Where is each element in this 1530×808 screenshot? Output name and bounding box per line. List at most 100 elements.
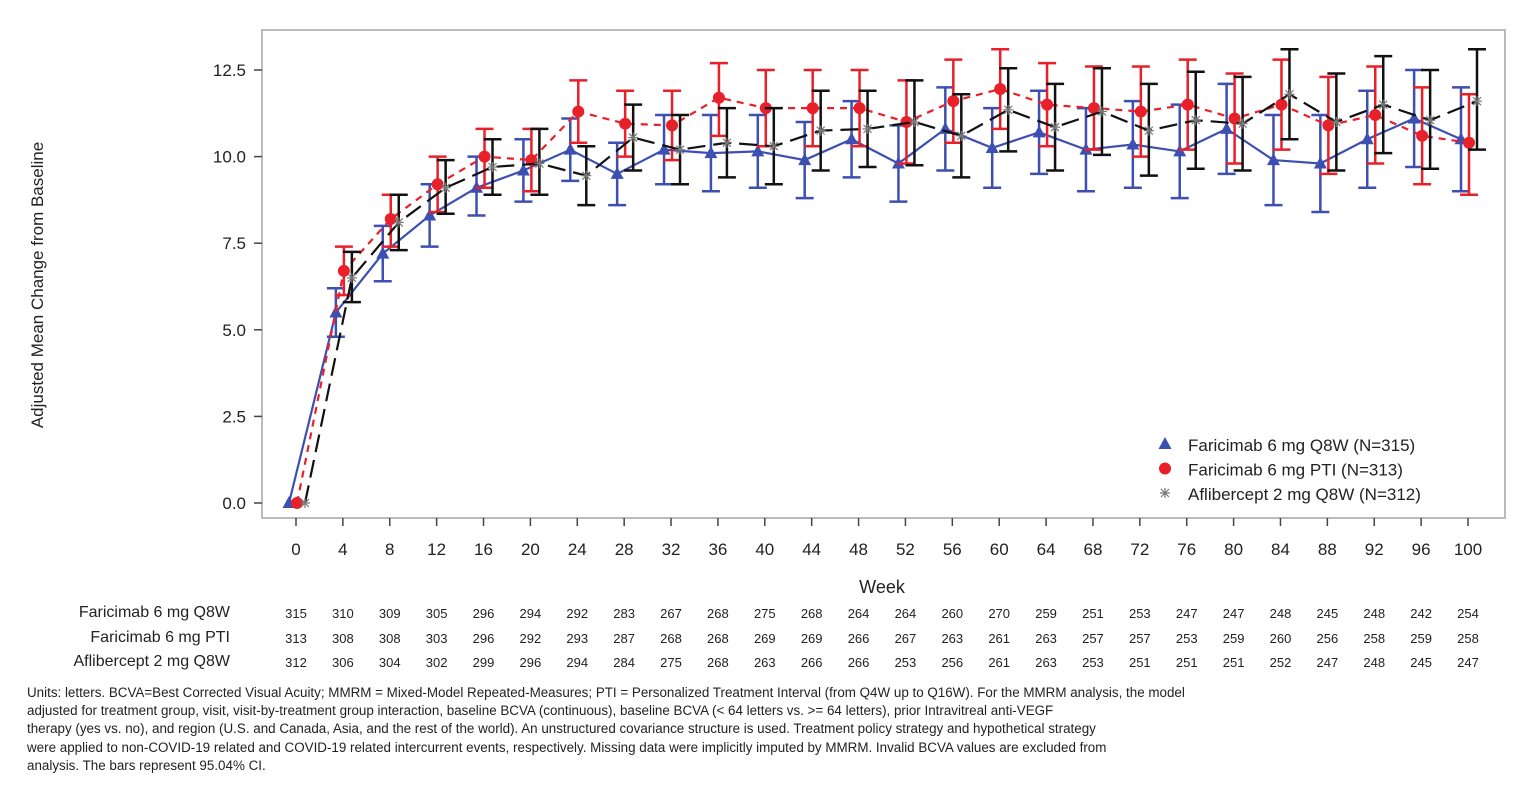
data-point-asterisk <box>487 161 498 172</box>
data-point-circle <box>1159 462 1171 475</box>
legend-entry: Faricimab 6 mg PTI (N=313) <box>1188 461 1403 480</box>
at-risk-count: 299 <box>472 655 495 670</box>
data-point-asterisk <box>1425 115 1436 126</box>
data-point-asterisk <box>346 272 357 283</box>
at-risk-count: 283 <box>613 606 635 621</box>
data-point-circle <box>619 117 632 130</box>
x-axis-label: Week <box>859 577 906 597</box>
x-tick-label: 44 <box>802 540 821 559</box>
x-tick-label: 12 <box>427 540 446 559</box>
data-point-circle <box>572 105 585 118</box>
at-risk-count: 245 <box>1410 655 1432 670</box>
y-tick-label: 10.0 <box>213 148 246 167</box>
at-risk-count: 294 <box>519 606 542 621</box>
at-risk-count: 263 <box>753 655 776 670</box>
at-risk-count: 259 <box>1035 606 1057 621</box>
at-risk-count: 267 <box>894 630 917 646</box>
at-risk-count: 258 <box>1457 630 1479 646</box>
footnote-line: adjusted for treatment group, visit, vis… <box>27 703 1054 719</box>
data-point-asterisk <box>768 141 779 152</box>
at-risk-count: 253 <box>1175 630 1198 646</box>
at-risk-count: 306 <box>332 655 354 670</box>
data-point-circle <box>1275 98 1288 111</box>
data-point-triangle <box>985 140 999 153</box>
at-risk-count: 270 <box>988 606 1011 621</box>
x-axis: 0 4 8 12 16 20 24 28 32 36 40 44 48 52 56 60 64 68 72 76 80 8… <box>291 518 1482 559</box>
data-point-asterisk <box>675 144 686 155</box>
x-tick-label: 100 <box>1454 540 1482 559</box>
x-tick-label: 88 <box>1318 540 1337 559</box>
data-point-triangle <box>563 142 577 155</box>
data-point-asterisk <box>1190 115 1201 126</box>
x-tick-label: 8 <box>385 540 394 559</box>
x-tick-label: 48 <box>849 540 868 559</box>
data-point-triangle <box>704 146 718 159</box>
at-risk-count: 266 <box>800 655 823 670</box>
series-marks <box>282 47 1486 509</box>
at-risk-count: 261 <box>988 630 1011 646</box>
at-risk-count: 292 <box>519 630 542 646</box>
y-tick-label: 12.5 <box>213 61 246 80</box>
data-point-circle <box>712 91 725 104</box>
x-tick-label: 56 <box>943 540 962 559</box>
data-point-asterisk <box>393 217 404 228</box>
data-point-asterisk <box>300 498 310 508</box>
at-risk-count: 263 <box>1035 655 1057 670</box>
at-risk-count: 261 <box>988 655 1011 670</box>
at-risk-count: 251 <box>1222 655 1245 670</box>
at-risk-count: 266 <box>847 655 870 670</box>
y-axis: 0.0 2.5 5.0 7.5 10.0 12.5 <box>213 61 262 513</box>
data-point-circle <box>1463 136 1475 149</box>
data-point-asterisk <box>721 137 732 148</box>
data-point-asterisk <box>581 170 592 181</box>
series-line <box>295 87 1470 504</box>
series-line <box>303 92 1478 504</box>
at-risk-count: 264 <box>894 606 917 621</box>
data-point-circle <box>666 119 679 132</box>
data-point-asterisk <box>1096 106 1107 117</box>
at-risk-count: 254 <box>1457 606 1479 621</box>
at-risk-count: 260 <box>941 606 964 621</box>
data-point-asterisk <box>1003 104 1014 115</box>
at-risk-count: 247 <box>1222 606 1245 621</box>
x-tick-label: 0 <box>291 540 300 559</box>
footnote-line: Units: letters. BCVA=Best Corrected Visu… <box>27 685 1185 700</box>
at-risk-count: 256 <box>1316 630 1339 646</box>
x-tick-label: 24 <box>568 540 587 559</box>
at-risk-count: 247 <box>1175 606 1198 621</box>
data-point-triangle <box>657 142 671 155</box>
data-point-asterisk <box>1378 99 1389 110</box>
at-risk-count: 268 <box>660 630 682 646</box>
data-point-triangle <box>798 153 812 166</box>
at-risk-count: 302 <box>425 655 448 670</box>
at-risk-count: 275 <box>753 606 776 621</box>
at-risk-row-label: Faricimab 6 mg Q8W <box>78 604 230 621</box>
at-risk-count: 257 <box>1082 630 1104 646</box>
at-risk-count: 253 <box>894 655 917 670</box>
at-risk-count: 251 <box>1082 606 1104 621</box>
x-tick-label: 60 <box>990 540 1009 559</box>
data-point-triangle <box>1313 156 1327 169</box>
data-point-circle <box>1181 98 1194 111</box>
data-point-asterisk <box>1331 116 1342 127</box>
x-tick-label: 76 <box>1177 540 1196 559</box>
x-tick-label: 32 <box>662 540 681 559</box>
at-risk-count: 269 <box>800 630 823 646</box>
data-point-asterisk <box>1143 125 1154 136</box>
at-risk-count: 268 <box>707 606 729 621</box>
at-risk-count: 268 <box>707 655 729 670</box>
data-point-asterisk <box>1472 96 1482 107</box>
x-tick-label: 40 <box>755 540 774 559</box>
at-risk-count: 308 <box>332 630 354 646</box>
at-risk-count: 258 <box>1363 630 1386 646</box>
data-point-triangle <box>610 166 624 179</box>
y-tick-label: 7.5 <box>222 234 246 253</box>
x-tick-label: 28 <box>615 540 634 559</box>
data-point-triangle <box>1126 137 1140 150</box>
at-risk-count: 296 <box>472 630 495 646</box>
at-risk-count: 242 <box>1410 606 1432 621</box>
at-risk-count: 310 <box>332 606 354 621</box>
data-point-triangle <box>423 208 437 221</box>
data-point-circle <box>1369 109 1382 122</box>
at-risk-count: 296 <box>519 655 542 670</box>
